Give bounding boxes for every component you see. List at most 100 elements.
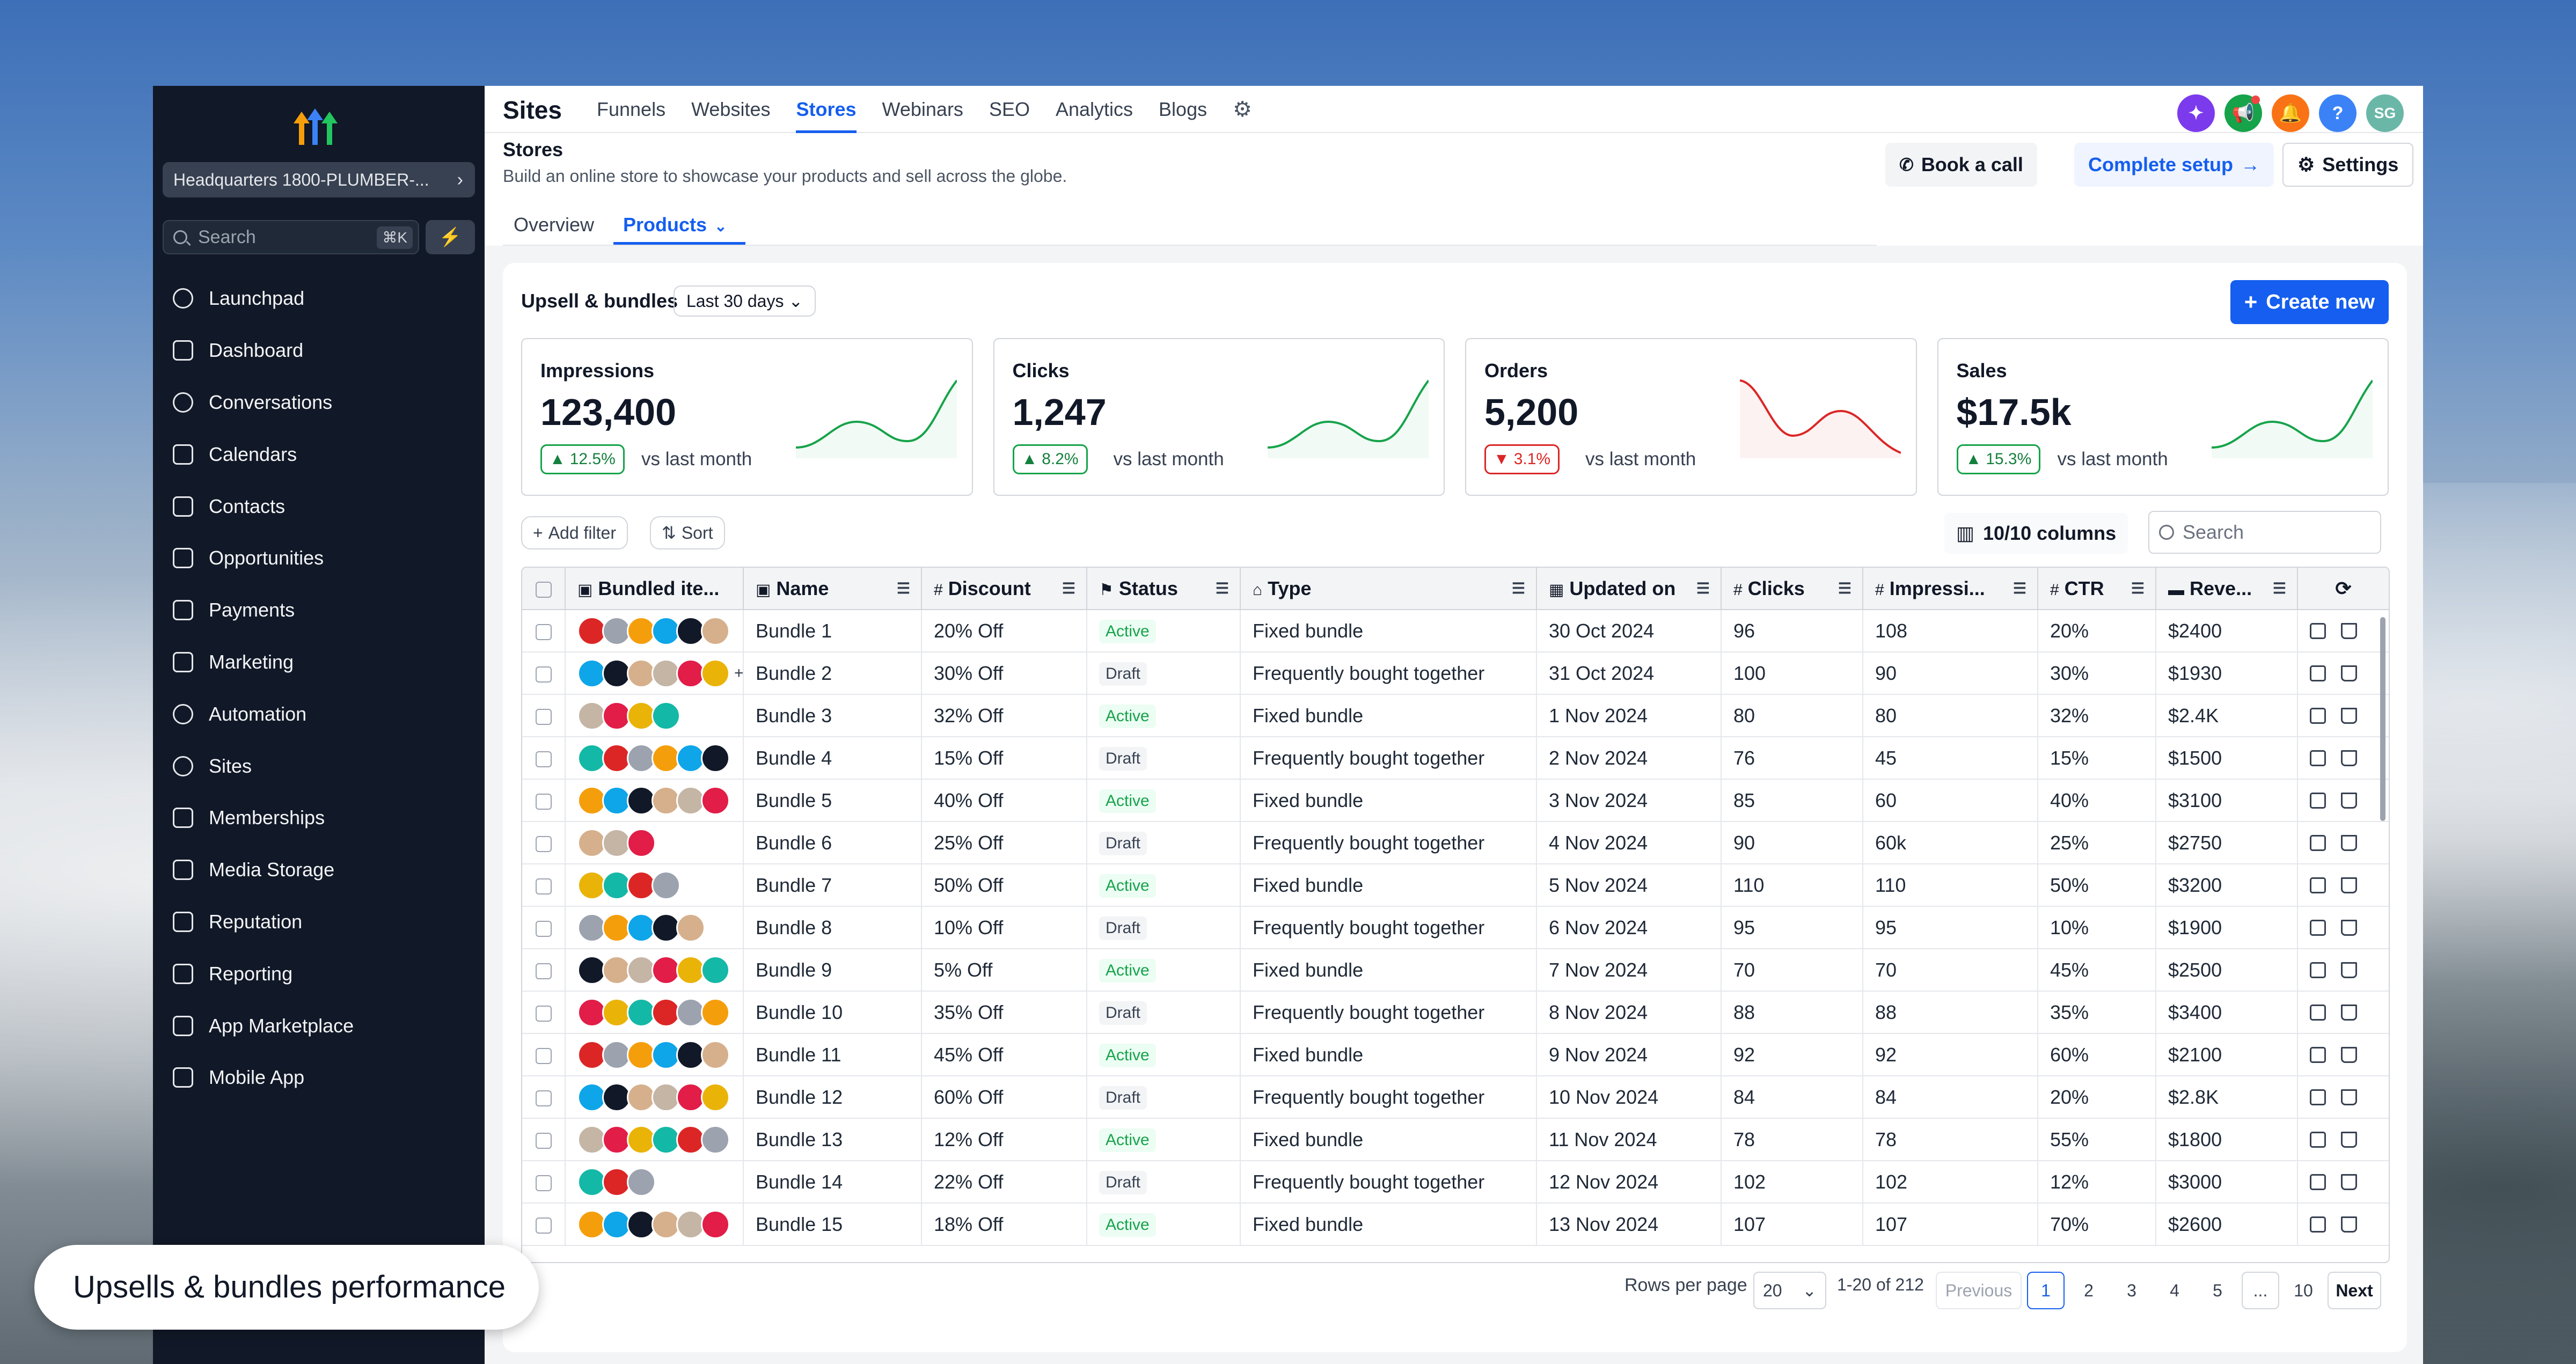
- name-cell[interactable]: Bundle 13: [743, 1118, 922, 1161]
- sidebar-item-calendars[interactable]: Calendars: [171, 428, 472, 480]
- trash-icon[interactable]: [2341, 1004, 2357, 1021]
- date-range-select[interactable]: Last 30 days ⌄: [674, 285, 816, 317]
- column-header[interactable]: ▣ Name ☰: [743, 568, 922, 610]
- name-cell[interactable]: Bundle 7: [743, 864, 922, 907]
- table-row[interactable]: Bundle 5 40% Off Active Fixed bundle 3 Nov 2…: [522, 779, 2389, 822]
- row-checkbox[interactable]: [535, 1005, 552, 1022]
- row-checkbox-cell[interactable]: [522, 610, 566, 652]
- table-row[interactable]: Bundle 9 5% Off Active Fixed bundle 7 Nov 20…: [522, 949, 2389, 992]
- sidebar-item-launchpad[interactable]: Launchpad: [171, 273, 472, 325]
- row-checkbox[interactable]: [535, 963, 552, 979]
- name-cell[interactable]: Bundle 4: [743, 737, 922, 780]
- pagination-ellipsis[interactable]: ...: [2242, 1272, 2279, 1309]
- row-checkbox-cell[interactable]: [522, 864, 566, 907]
- table-row[interactable]: Bundle 4 15% Off Draft Frequently bought to…: [522, 737, 2389, 780]
- column-header[interactable]: ▣ Bundled ite...: [565, 568, 744, 610]
- tab-funnels[interactable]: Funnels: [597, 98, 666, 120]
- tab-webinars[interactable]: Webinars: [882, 98, 963, 120]
- add-filter-button[interactable]: + Add filter: [521, 516, 628, 549]
- sidebar-item-reporting[interactable]: Reporting: [171, 948, 472, 1000]
- edit-icon[interactable]: [2310, 834, 2326, 851]
- table-row[interactable]: Bundle 14 22% Off Draft Frequently bought t…: [522, 1161, 2389, 1204]
- table-row[interactable]: Bundle 1 20% Off Active Fixed bundle 30 Oct …: [522, 610, 2389, 652]
- column-header[interactable]: # CTR ☰: [2038, 568, 2156, 610]
- row-checkbox[interactable]: [535, 666, 552, 683]
- name-cell[interactable]: Bundle 12: [743, 1076, 922, 1119]
- trash-icon[interactable]: [2341, 834, 2357, 851]
- refresh-column-header[interactable]: ⟳: [2297, 568, 2389, 610]
- sidebar-item-automation[interactable]: Automation: [171, 688, 472, 740]
- trash-icon[interactable]: [2341, 877, 2357, 893]
- column-header[interactable]: # Impressi... ☰: [1863, 568, 2038, 610]
- sidebar-item-conversations[interactable]: Conversations: [171, 377, 472, 429]
- row-checkbox-cell[interactable]: [522, 1203, 566, 1246]
- columns-button[interactable]: ▥ 10/10 columns: [1944, 513, 2128, 554]
- trash-icon[interactable]: [2341, 1174, 2357, 1190]
- name-cell[interactable]: Bundle 3: [743, 694, 922, 737]
- ai-sparkle-icon[interactable]: ✦: [2177, 94, 2215, 132]
- page-button-1[interactable]: 1: [2027, 1272, 2065, 1309]
- create-new-button[interactable]: + Create new: [2230, 280, 2389, 324]
- row-checkbox-cell[interactable]: [522, 694, 566, 737]
- table-row[interactable]: Bundle 10 35% Off Draft Frequently bought t…: [522, 991, 2389, 1034]
- sidebar-item-payments[interactable]: Payments: [171, 584, 472, 636]
- name-cell[interactable]: Bundle 6: [743, 822, 922, 864]
- page-button-2[interactable]: 2: [2084, 1280, 2094, 1300]
- row-checkbox[interactable]: [535, 1090, 552, 1106]
- row-checkbox-cell[interactable]: [522, 737, 566, 780]
- trash-icon[interactable]: [2341, 1046, 2357, 1063]
- filter-icon[interactable]: ☰: [1838, 580, 1851, 597]
- tab-websites[interactable]: Websites: [691, 98, 771, 120]
- tab-analytics[interactable]: Analytics: [1055, 98, 1133, 120]
- filter-icon[interactable]: ☰: [1062, 580, 1075, 597]
- row-checkbox-cell[interactable]: [522, 1161, 566, 1204]
- name-cell[interactable]: Bundle 10: [743, 991, 922, 1034]
- row-checkbox[interactable]: [535, 1217, 552, 1234]
- row-checkbox[interactable]: [535, 708, 552, 725]
- edit-icon[interactable]: [2310, 1046, 2326, 1063]
- sidebar-item-reputation[interactable]: Reputation: [171, 896, 472, 948]
- trash-icon[interactable]: [2341, 919, 2357, 936]
- filter-icon[interactable]: ☰: [1215, 580, 1229, 597]
- next-button[interactable]: Next: [2328, 1272, 2381, 1309]
- rows-per-page-select[interactable]: 20 ⌄: [1753, 1272, 1826, 1309]
- name-cell[interactable]: Bundle 15: [743, 1203, 922, 1246]
- sort-button[interactable]: ⇅ Sort: [650, 516, 725, 549]
- complete-setup-button[interactable]: Complete setup →: [2074, 143, 2274, 187]
- name-cell[interactable]: Bundle 8: [743, 906, 922, 949]
- sidebar-search[interactable]: Search ⌘K: [163, 220, 419, 254]
- help-icon[interactable]: ?: [2319, 94, 2357, 132]
- table-row[interactable]: Bundle 3 32% Off Active Fixed bundle 1 Nov 2…: [522, 694, 2389, 737]
- page-button-4[interactable]: 4: [2170, 1280, 2179, 1300]
- table-row[interactable]: Bundle 15 18% Off Active Fixed bundle 13 Nov…: [522, 1203, 2389, 1246]
- table-search-input[interactable]: Search: [2148, 511, 2381, 554]
- table-row[interactable]: +2Bundle 230% Off Draft Frequently bought …: [522, 652, 2389, 695]
- table-row[interactable]: Bundle 13 12% Off Active Fixed bundle 11 Nov…: [522, 1118, 2389, 1161]
- table-scrollbar[interactable]: [2380, 617, 2385, 821]
- filter-icon[interactable]: ☰: [2131, 580, 2145, 597]
- sidebar-item-mobile-app[interactable]: Mobile App: [171, 1052, 472, 1104]
- edit-icon[interactable]: [2310, 792, 2326, 809]
- select-all-checkbox-cell[interactable]: [522, 568, 566, 610]
- sidebar-item-marketing[interactable]: Marketing: [171, 636, 472, 688]
- sidebar-item-memberships[interactable]: Memberships: [171, 792, 472, 844]
- sidebar-item-app-marketplace[interactable]: App Marketplace: [171, 1000, 472, 1052]
- tab-products[interactable]: Products ⌄: [613, 205, 745, 245]
- name-cell[interactable]: Bundle 9: [743, 949, 922, 992]
- sidebar-item-dashboard[interactable]: Dashboard: [171, 325, 472, 377]
- edit-icon[interactable]: [2310, 1216, 2326, 1233]
- column-header[interactable]: # Clicks ☰: [1721, 568, 1863, 610]
- row-checkbox-cell[interactable]: [522, 1033, 566, 1076]
- notification-bell-icon[interactable]: 🔔: [2272, 94, 2309, 132]
- settings-button[interactable]: ⚙ Settings: [2282, 143, 2414, 187]
- filter-icon[interactable]: ☰: [896, 580, 910, 597]
- location-switcher[interactable]: Headquarters 1800-PLUMBER-... ›: [163, 162, 475, 197]
- row-checkbox[interactable]: [535, 793, 552, 810]
- tab-stores[interactable]: Stores: [783, 86, 869, 133]
- row-checkbox-cell[interactable]: [522, 822, 566, 864]
- edit-icon[interactable]: [2310, 1131, 2326, 1148]
- trash-icon[interactable]: [2341, 707, 2357, 724]
- sidebar-item-media-storage[interactable]: Media Storage: [171, 844, 472, 896]
- trash-icon[interactable]: [2341, 1131, 2357, 1148]
- row-checkbox[interactable]: [535, 1175, 552, 1191]
